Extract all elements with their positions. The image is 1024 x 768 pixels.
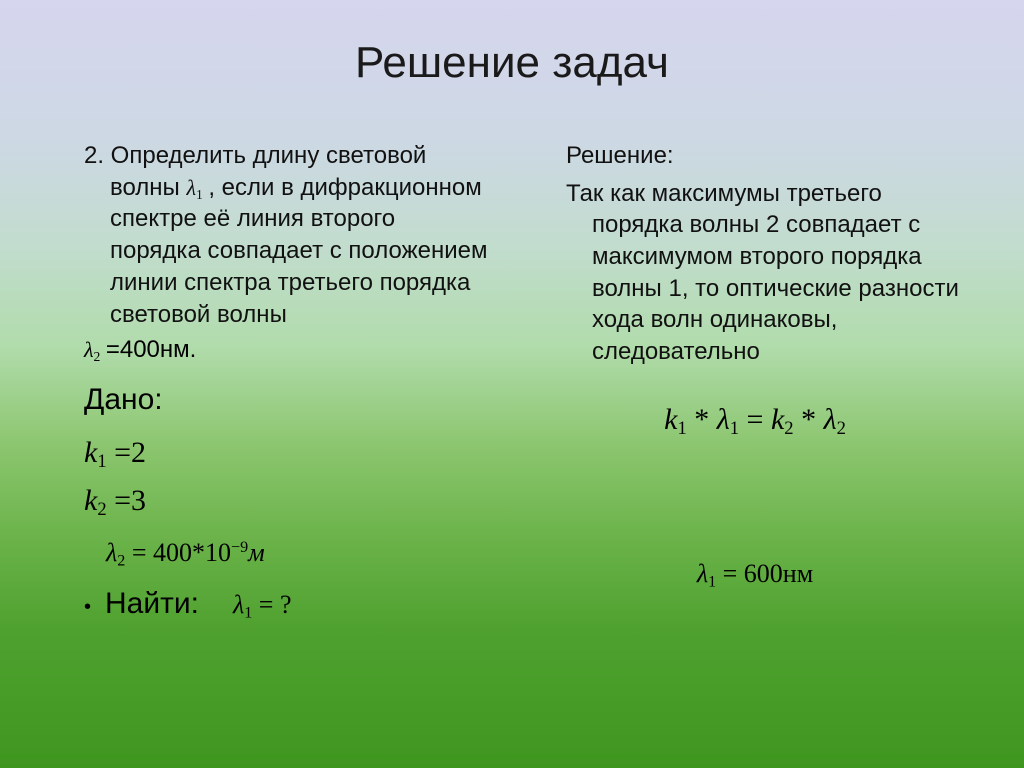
given-label: Дано:: [84, 377, 488, 424]
left-column: 2. Определить длину световой волны λ1 , …: [58, 140, 488, 627]
eq-l2: λ: [824, 403, 837, 436]
ans-sym: λ: [697, 559, 708, 588]
eq-k1: k: [664, 403, 677, 436]
lambda2-given-inline: λ2 =400нм.: [58, 336, 488, 365]
k1-eq: =2: [107, 436, 146, 469]
lambda1-inline: λ1: [186, 175, 208, 200]
find-sym: λ: [233, 590, 244, 619]
lambda2f-sym: λ: [106, 538, 117, 567]
k2-var: k: [84, 484, 97, 517]
eq-l2-sub: 2: [837, 418, 846, 439]
eq-mid: =: [739, 403, 771, 436]
lambda2-full-line: λ2 = 400*10−9м: [84, 533, 488, 574]
eq-l1: λ: [717, 403, 730, 436]
solution-text: Решение:: [540, 140, 970, 172]
find-label: Найти:: [105, 581, 199, 628]
lambda2-sub: 2: [94, 349, 101, 364]
given-block: Дано: k1 =2 k2 =3 λ2 = 400*10−9м • Найти…: [58, 377, 488, 627]
lambda2f-sup: −9: [231, 540, 248, 557]
k1-var: k: [84, 436, 97, 469]
main-equation: k1 * λ1 = k2 * λ2: [540, 396, 970, 444]
ans-tail: = 600нм: [716, 559, 813, 588]
eq-k1-sub: 1: [677, 418, 686, 439]
lambda2f-eq: = 400*10: [125, 538, 231, 567]
right-column: Решение: Так как максимумы третьего поря…: [540, 140, 970, 595]
eq-star2: *: [794, 403, 824, 436]
k2-line: k2 =3: [84, 477, 488, 525]
eq-k2: k: [771, 403, 784, 436]
solution-body: Так как максимумы третьего порядка волны…: [540, 178, 970, 368]
lambda2-eq-400nm: =400нм.: [106, 336, 196, 363]
lambda1-symbol: λ: [186, 175, 196, 200]
eq-star1: *: [687, 403, 717, 436]
bullet-icon: •: [84, 596, 91, 619]
k2-sub: 2: [97, 500, 106, 521]
problem-text: 2. Определить длину световой волны λ1 , …: [58, 140, 488, 330]
eq-l1-sub: 1: [730, 418, 739, 439]
slide-title: Решение задач: [0, 38, 1024, 88]
lambda2-symbol: λ: [84, 337, 94, 362]
k2-eq: =3: [107, 484, 146, 517]
lambda1-sub: 1: [196, 186, 203, 201]
find-tail: = ?: [252, 590, 291, 619]
k1-sub: 1: [97, 452, 106, 473]
lambda2f-unit: м: [248, 538, 265, 567]
solution-label: Решение:: [566, 142, 674, 169]
find-row: • Найти: λ1 = ?: [84, 581, 488, 628]
k1-line: k1 =2: [84, 429, 488, 477]
ans-sub: 1: [708, 573, 716, 590]
answer-line: λ1 = 600нм: [540, 554, 970, 595]
find-expression: λ1 = ?: [233, 585, 292, 626]
eq-k2-sub: 2: [784, 418, 793, 439]
